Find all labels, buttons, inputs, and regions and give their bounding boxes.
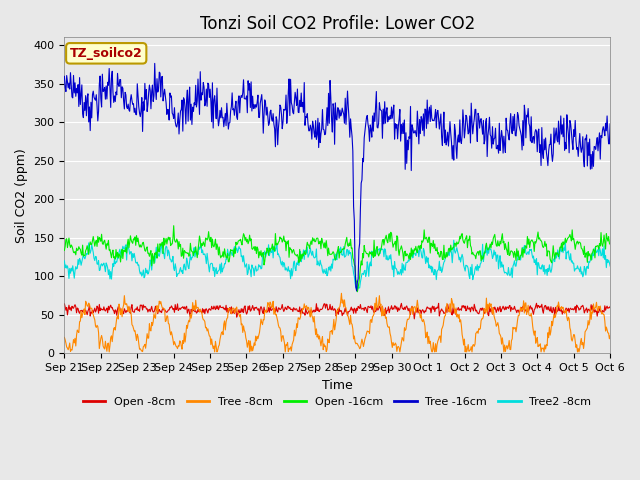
Y-axis label: Soil CO2 (ppm): Soil CO2 (ppm) [15,148,28,243]
Text: TZ_soilco2: TZ_soilco2 [70,47,143,60]
Title: Tonzi Soil CO2 Profile: Lower CO2: Tonzi Soil CO2 Profile: Lower CO2 [200,15,475,33]
Legend: Open -8cm, Tree -8cm, Open -16cm, Tree -16cm, Tree2 -8cm: Open -8cm, Tree -8cm, Open -16cm, Tree -… [79,392,596,411]
X-axis label: Time: Time [322,379,353,392]
